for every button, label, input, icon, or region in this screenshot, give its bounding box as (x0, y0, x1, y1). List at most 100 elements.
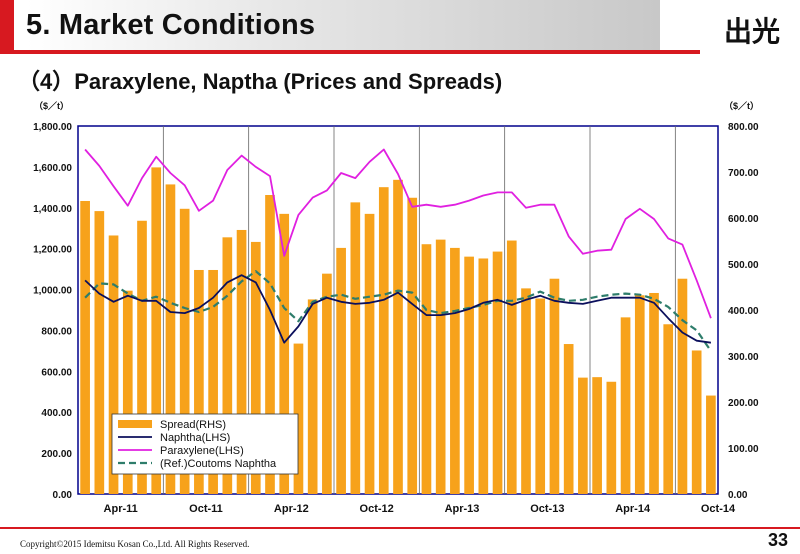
spread-bar (578, 377, 588, 494)
spread-bars (80, 167, 716, 495)
spread-bar (506, 240, 517, 494)
x-axis-ticks: Apr-11 Oct-11 Apr-12 Oct-12 Apr-13 Oct-13 Apr-… (104, 503, 736, 515)
spread-bar (137, 220, 147, 494)
spread-bar (122, 290, 133, 494)
y-right-tick-label: 500.00 (728, 260, 759, 271)
spread-bar (194, 269, 204, 494)
x-tick-label: Oct-14 (701, 503, 736, 515)
spread-bar (350, 202, 361, 495)
spread-bar (634, 295, 645, 494)
right-axis-ticks: 0.00 100.00 200.00 300.00 400.00 500.00 600.00… (728, 122, 759, 501)
y-right-tick-label: 400.00 (728, 306, 759, 317)
paraxylene-line (84, 148, 712, 319)
x-tick-label: Oct-12 (360, 503, 394, 515)
spread-bar (307, 299, 318, 494)
spread-bar (322, 273, 332, 494)
spread-bar (165, 184, 176, 495)
spread-bar (521, 288, 531, 494)
spread-bar (606, 381, 617, 494)
legend-label: (Ref.)Coutoms Naphtha (160, 458, 277, 470)
spread-bar (478, 258, 489, 494)
footer-rule (0, 527, 800, 529)
x-tick-label: Oct-11 (189, 503, 223, 515)
y-left-tick-label: 1,200.00 (33, 245, 72, 256)
naphtha-line (84, 274, 712, 344)
logo-text: 出光 (724, 15, 780, 48)
spread-bar (151, 167, 162, 494)
legend-label: Naphtha(LHS) (160, 432, 230, 444)
spread-bar (549, 278, 560, 494)
spread-bar (279, 213, 290, 495)
x-tick-label: Oct-13 (530, 503, 564, 515)
spread-bar (620, 317, 631, 494)
legend-label: Spread(RHS) (160, 419, 226, 431)
spread-bar (236, 229, 247, 494)
left-axis-ticks: 0.00 200.00 400.00 600.00 800.00 1,000.00 1,20… (33, 122, 72, 501)
spread-bar (80, 200, 90, 495)
title-underline (0, 50, 700, 54)
spread-bar (407, 197, 418, 494)
y-left-tick-label: 1,400.00 (33, 204, 72, 215)
right-axis-unit: （$／t） (724, 101, 760, 111)
spread-bar (649, 292, 659, 494)
spread-bar (706, 395, 716, 494)
spread-bar (663, 324, 674, 494)
y-right-tick-label: 200.00 (728, 398, 759, 409)
x-tick-label: Apr-12 (274, 503, 309, 515)
y-left-tick-label: 1,600.00 (33, 163, 72, 174)
x-tick-label: Apr-14 (615, 503, 651, 515)
y-right-tick-label: 600.00 (728, 214, 759, 225)
spread-bar (222, 237, 233, 494)
section-title: 5. Market Conditions (26, 9, 316, 41)
vertical-gridlines (162, 126, 676, 494)
y-left-tick-label: 1,800.00 (33, 122, 72, 133)
chart-legend: Spread(RHS)Naphtha(LHS)Paraxylene(LHS)(R… (111, 413, 299, 475)
copyright-text: Copyright©2015 Idemitsu Kosan Co.,Ltd. A… (20, 539, 250, 549)
spread-bar (492, 251, 503, 494)
spread-bar (393, 179, 403, 494)
y-right-tick-label: 700.00 (728, 168, 759, 179)
spread-bar (421, 244, 432, 494)
spread-bar (535, 298, 546, 494)
y-right-tick-label: 0.00 (728, 490, 748, 501)
spread-bar (293, 343, 304, 494)
spread-bar (250, 241, 261, 494)
spread-bar (336, 247, 346, 494)
page-subtitle: （4）Paraxylene, Naptha (Prices and Spread… (18, 69, 503, 94)
legend-label: Paraxylene(LHS) (160, 445, 244, 457)
spread-bar (364, 213, 375, 495)
spread-bar (378, 187, 389, 494)
customs-naphtha-line (84, 270, 712, 352)
y-right-tick-label: 800.00 (728, 122, 759, 133)
spread-bar (179, 208, 190, 495)
company-logo: 出光 (724, 15, 780, 48)
y-left-tick-label: 600.00 (41, 367, 72, 378)
legend-swatch (118, 420, 152, 428)
spread-bar (265, 195, 275, 494)
x-tick-label: Apr-11 (104, 503, 138, 515)
title-accent (0, 0, 14, 50)
spread-bar (450, 247, 460, 494)
spread-bar (677, 278, 688, 494)
y-left-tick-label: 0.00 (53, 490, 73, 501)
y-left-tick-label: 800.00 (41, 326, 72, 337)
spread-bar (94, 211, 105, 494)
spread-bar (464, 256, 474, 494)
y-right-tick-label: 100.00 (728, 444, 759, 455)
spread-bar (691, 350, 702, 494)
spread-bar (208, 269, 218, 494)
y-left-tick-label: 200.00 (41, 449, 72, 460)
page-number: 33 (767, 530, 788, 550)
spread-bar (592, 377, 602, 494)
spread-bar (435, 239, 446, 494)
title-bar (0, 0, 660, 50)
price-lines (84, 148, 712, 352)
y-left-tick-label: 1,000.00 (33, 286, 72, 297)
spread-bar (563, 344, 574, 494)
y-left-tick-label: 400.00 (41, 408, 72, 419)
spread-bar (108, 235, 119, 495)
x-tick-label: Apr-13 (445, 503, 480, 515)
y-right-tick-label: 300.00 (728, 352, 759, 363)
left-axis-unit: （$／t） (34, 101, 70, 111)
